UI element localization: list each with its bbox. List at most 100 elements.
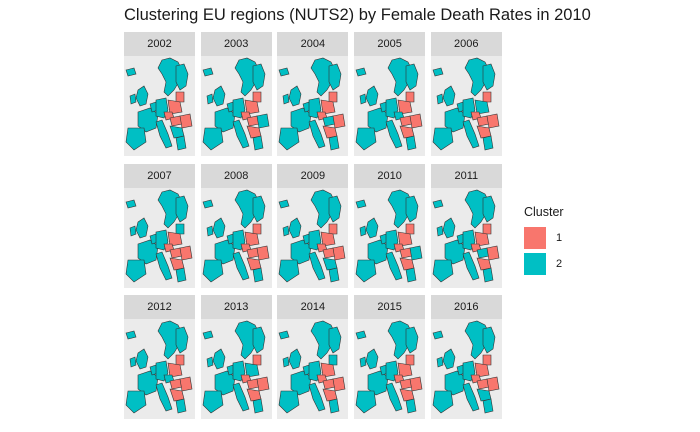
region-iceland bbox=[279, 330, 290, 340]
region-balkans bbox=[476, 125, 492, 139]
facet-panel-2016 bbox=[430, 319, 502, 419]
region-iberia bbox=[432, 259, 454, 282]
region-balkans bbox=[322, 125, 338, 139]
map-2004 bbox=[279, 57, 346, 151]
region-balkans bbox=[476, 388, 492, 402]
facet-panel-2010 bbox=[354, 187, 426, 288]
region-balkans bbox=[399, 388, 415, 402]
region-uk bbox=[289, 85, 302, 107]
region-poland bbox=[321, 99, 336, 115]
region-uk bbox=[212, 217, 226, 238]
region-romania bbox=[486, 245, 500, 260]
region-uk bbox=[289, 348, 302, 370]
map-2016 bbox=[432, 320, 500, 414]
map-2003 bbox=[202, 57, 270, 151]
map-2014 bbox=[279, 320, 346, 414]
region-greece bbox=[405, 398, 417, 414]
region-poland bbox=[397, 99, 413, 115]
facet-panel-2007 bbox=[124, 187, 195, 288]
region-iceland bbox=[355, 330, 367, 340]
region-poland bbox=[474, 362, 490, 378]
map-2015 bbox=[355, 320, 423, 414]
region-balkans bbox=[399, 257, 415, 270]
facet-strip-2011: 2011 bbox=[430, 163, 502, 188]
region-iberia bbox=[125, 259, 147, 282]
region-finland bbox=[175, 63, 189, 91]
map-2008 bbox=[202, 189, 270, 282]
region-italy bbox=[462, 382, 480, 412]
region-finland bbox=[252, 326, 265, 354]
region-greece bbox=[405, 267, 417, 282]
region-iceland bbox=[355, 199, 367, 208]
region-iceland bbox=[202, 67, 214, 77]
region-france bbox=[137, 370, 159, 396]
facet-panel-2005 bbox=[354, 56, 426, 156]
region-uk bbox=[289, 217, 302, 238]
region-uk bbox=[442, 348, 456, 370]
region-france bbox=[137, 239, 159, 264]
facet-2012: 2012 bbox=[124, 295, 195, 419]
region-iberia bbox=[355, 127, 377, 151]
facet-2011: 2011 bbox=[430, 163, 502, 288]
region-iceland bbox=[432, 330, 444, 340]
region-greece bbox=[175, 398, 187, 414]
facet-2002: 2002 bbox=[124, 32, 195, 156]
region-uk bbox=[365, 348, 379, 370]
region-uk bbox=[135, 217, 149, 238]
region-italy bbox=[385, 382, 403, 412]
region-finland bbox=[482, 63, 496, 91]
region-romania bbox=[256, 376, 270, 392]
facet-panel-2011 bbox=[430, 187, 502, 288]
region-ireland bbox=[129, 93, 137, 105]
facet-panel-2014 bbox=[277, 319, 349, 419]
facet-2006: 2006 bbox=[430, 32, 502, 156]
region-iberia bbox=[432, 127, 454, 151]
region-romania bbox=[256, 245, 270, 260]
region-france bbox=[214, 370, 236, 396]
facet-2009: 2009 bbox=[277, 163, 349, 288]
region-balkans bbox=[169, 388, 185, 402]
region-france bbox=[444, 239, 466, 264]
legend-label-1: 1 bbox=[556, 232, 563, 244]
region-ireland bbox=[359, 93, 367, 105]
region-baltics bbox=[482, 223, 492, 234]
region-france bbox=[367, 107, 389, 133]
region-italy bbox=[309, 382, 326, 412]
region-baltics bbox=[252, 354, 261, 366]
region-italy bbox=[232, 251, 250, 280]
region-france bbox=[291, 239, 312, 264]
region-finland bbox=[175, 326, 189, 354]
region-baltics bbox=[175, 223, 185, 234]
region-romania bbox=[179, 113, 193, 129]
region-iceland bbox=[355, 67, 367, 77]
region-finland bbox=[329, 63, 342, 91]
region-finland bbox=[252, 195, 265, 222]
region-france bbox=[444, 107, 466, 133]
region-finland bbox=[175, 195, 189, 222]
region-iberia bbox=[355, 259, 377, 282]
facet-2015: 2015 bbox=[354, 295, 426, 419]
legend-entry-2: 2 bbox=[524, 252, 564, 276]
region-uk bbox=[442, 85, 456, 107]
legend-swatch-1 bbox=[524, 227, 546, 249]
region-baltics bbox=[405, 354, 415, 366]
facet-panel-2012 bbox=[124, 319, 195, 419]
facet-strip-2009: 2009 bbox=[277, 163, 349, 188]
map-2011 bbox=[432, 189, 500, 282]
region-balkans bbox=[246, 125, 262, 139]
facet-strip-2005: 2005 bbox=[354, 32, 426, 56]
region-iberia bbox=[202, 390, 224, 414]
region-italy bbox=[309, 251, 326, 280]
region-iberia bbox=[432, 390, 454, 414]
map-2006 bbox=[432, 57, 500, 151]
region-baltics bbox=[482, 91, 492, 103]
region-ireland bbox=[283, 93, 290, 105]
region-uk bbox=[365, 85, 379, 107]
region-iceland bbox=[125, 67, 137, 77]
facet-strip-2012: 2012 bbox=[124, 295, 195, 319]
region-baltics bbox=[175, 354, 185, 366]
region-iceland bbox=[279, 67, 290, 77]
legend: Cluster 1 2 bbox=[524, 205, 564, 278]
map-2005 bbox=[355, 57, 423, 151]
region-greece bbox=[175, 267, 187, 282]
